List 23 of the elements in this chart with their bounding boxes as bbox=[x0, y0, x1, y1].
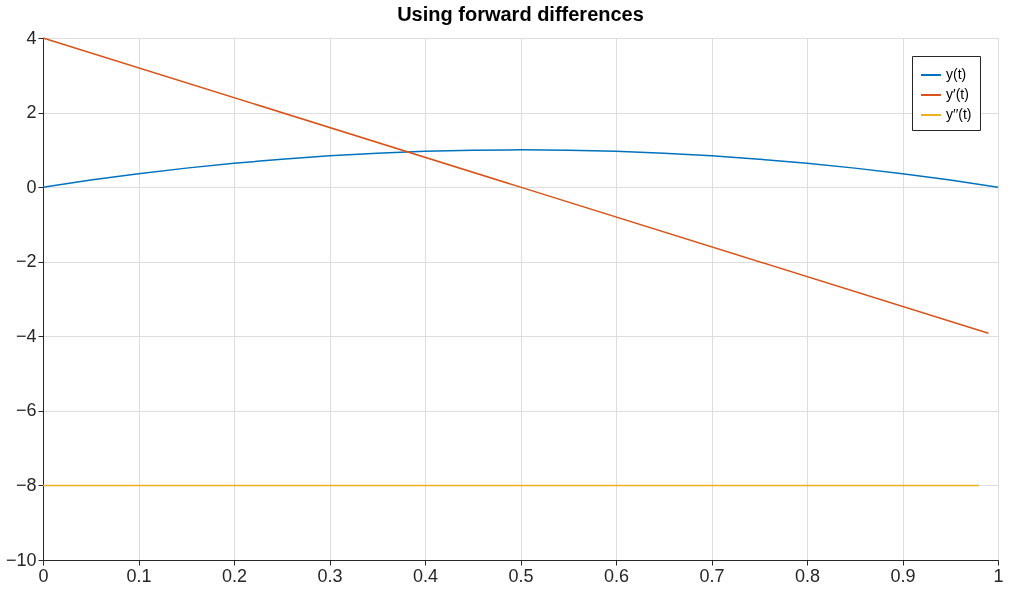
x-tick-label: 0.4 bbox=[412, 565, 439, 586]
y-tick-label: 2 bbox=[26, 102, 37, 123]
x-tick-label: 0.2 bbox=[221, 565, 248, 586]
x-tick-label: 0.3 bbox=[317, 565, 343, 586]
x-tick-label: 1 bbox=[993, 565, 1004, 586]
x-tick-label: 0.1 bbox=[126, 565, 152, 586]
x-tick-label: 0.7 bbox=[699, 565, 725, 586]
y-tick-label: −10 bbox=[5, 549, 37, 570]
x-tick-label: 0.8 bbox=[794, 565, 821, 586]
y-tick-label: 4 bbox=[26, 27, 37, 48]
y-tick-label: −2 bbox=[15, 251, 37, 272]
legend-label: y′(t) bbox=[946, 86, 969, 102]
x-tick-label: 0.6 bbox=[603, 565, 630, 586]
legend-label: y(t) bbox=[946, 66, 967, 82]
y-tick-label: −6 bbox=[15, 400, 37, 421]
legend-label: y′′(t) bbox=[946, 106, 972, 122]
y-tick-label: 0 bbox=[26, 176, 37, 197]
y-tick-label: −8 bbox=[15, 474, 37, 495]
x-tick-label: 0.9 bbox=[890, 565, 916, 586]
y-tick-label: −4 bbox=[15, 325, 37, 346]
chart-title: Using forward differences bbox=[397, 3, 644, 25]
x-tick-label: 0.5 bbox=[508, 565, 534, 586]
line-series bbox=[42, 149, 999, 188]
